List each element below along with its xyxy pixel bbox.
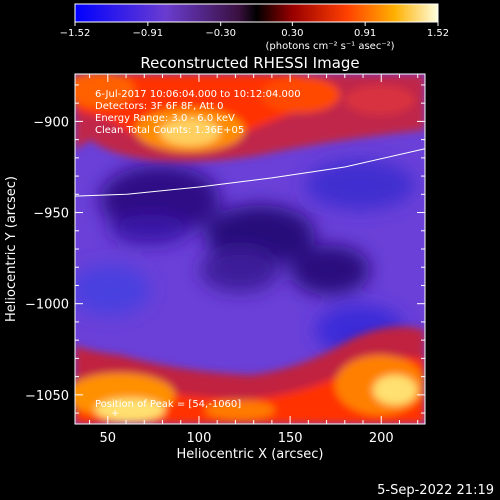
- solar-limb-curve: [75, 148, 425, 197]
- colorbar-tick-label: −1.52: [60, 28, 91, 39]
- colorbar-tick-label: −0.91: [133, 28, 164, 39]
- peak-position-label: Position of Peak = [54,-1060]: [95, 399, 241, 410]
- annotation-line: Clean Total Counts: 1.36E+05: [95, 125, 244, 136]
- x-tick-label: 50: [100, 431, 117, 446]
- y-axis-ticks: −900 −950 −1000 −1050: [25, 84, 425, 414]
- y-tick-label: −1000: [25, 298, 69, 313]
- colorbar-unit-label: (photons cm⁻² s⁻¹ asec⁻²): [265, 41, 394, 52]
- x-axis-label: Heliocentric X (arcsec): [177, 447, 324, 462]
- x-tick-label: 200: [369, 431, 394, 446]
- generated-date: 5-Sep-2022 21:19: [377, 483, 494, 498]
- y-axis-label: Heliocentric Y (arcsec): [4, 176, 19, 322]
- colorbar-tick-label: −0.30: [205, 28, 236, 39]
- x-axis-ticks: 50 100 150 200: [89, 74, 419, 446]
- colorbar-tick-label: 0.91: [354, 28, 376, 39]
- y-tick-label: −950: [33, 207, 69, 222]
- colorbar-ticks: −1.52 −0.91 −0.30 0.30 0.91 1.52: [60, 22, 449, 39]
- x-tick-label: 150: [278, 431, 303, 446]
- y-tick-label: −1050: [25, 389, 69, 404]
- colorbar-tick-label: 0.30: [281, 28, 303, 39]
- colorbar-tick-label: 1.52: [427, 28, 449, 39]
- annotation-line: Detectors: 3F 6F 8F, Att 0: [95, 101, 223, 112]
- colorbar: [74, 3, 439, 23]
- y-tick-label: −900: [33, 115, 69, 130]
- heatmap-image: [75, 74, 425, 424]
- peak-marker: [112, 410, 119, 417]
- x-tick-label: 100: [187, 431, 212, 446]
- chart-title: Reconstructed RHESSI Image: [140, 54, 359, 72]
- annotation-line: Energy Range: 3.0 - 6.0 keV: [95, 113, 235, 124]
- annotation-line: 6-Jul-2017 10:06:04.000 to 10:12:04.000: [95, 89, 301, 100]
- annotation-block: 6-Jul-2017 10:06:04.000 to 10:12:04.000D…: [95, 89, 301, 136]
